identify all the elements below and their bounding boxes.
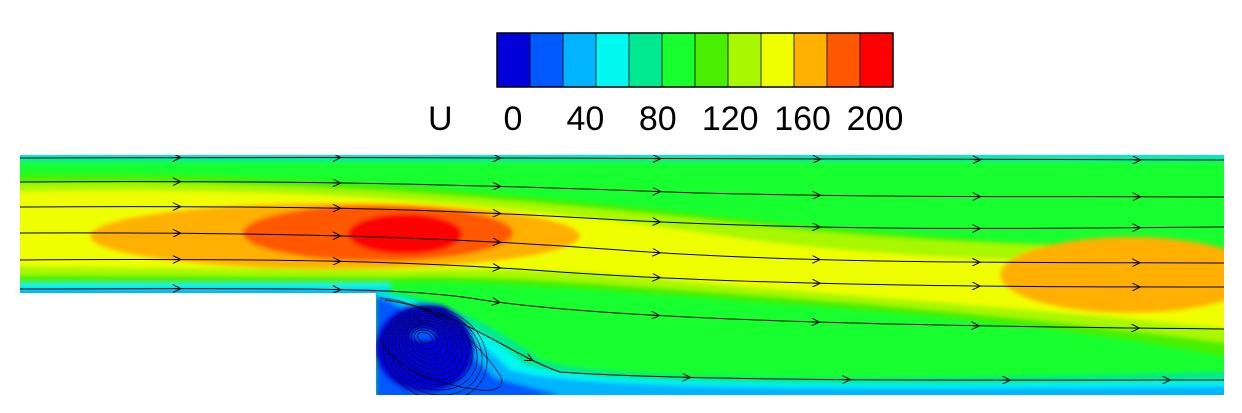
colorbar-cell bbox=[629, 33, 663, 87]
vortex-streamline bbox=[379, 297, 503, 391]
streamline bbox=[20, 259, 1224, 288]
vortex-streamline bbox=[398, 317, 463, 375]
colorbar-cell bbox=[596, 33, 630, 87]
contour-band bbox=[348, 214, 462, 254]
streamline bbox=[20, 232, 1224, 264]
colorbar-cell bbox=[530, 33, 564, 87]
legend-tick-label: 200 bbox=[847, 100, 904, 138]
streamline-arrow bbox=[493, 302, 499, 303]
streamline bbox=[20, 181, 1224, 198]
contour-band bbox=[20, 155, 1224, 157]
colorbar-cell bbox=[761, 33, 795, 87]
vortex-streamline bbox=[385, 308, 483, 395]
vortex-streamline bbox=[417, 331, 433, 345]
legend-tick-label: 0 bbox=[504, 100, 523, 138]
colorbar-cell bbox=[662, 33, 696, 87]
contour-band bbox=[20, 155, 1224, 168]
contour-band bbox=[1000, 237, 1224, 313]
vortex-streamline bbox=[401, 320, 458, 370]
streamline-arrow bbox=[527, 357, 532, 360]
colorbar-cell bbox=[695, 33, 729, 87]
colorbar-cell bbox=[794, 33, 828, 87]
legend-tick-label: 40 bbox=[566, 100, 604, 138]
legend-tick-label: 80 bbox=[639, 100, 677, 138]
colorbar-cell bbox=[827, 33, 861, 87]
contour-band bbox=[411, 330, 435, 340]
legend-tick-label: 160 bbox=[774, 100, 831, 138]
velocity-field bbox=[0, 140, 1242, 395]
contour-band bbox=[0, 140, 1242, 154]
vortex-streamline bbox=[407, 324, 448, 360]
streamline bbox=[20, 206, 1224, 229]
contour-band bbox=[20, 289, 390, 297]
contour-band bbox=[376, 294, 1224, 395]
legend-title: U bbox=[428, 100, 453, 138]
vortex-streamline bbox=[410, 327, 443, 355]
vortex-streamline bbox=[388, 310, 478, 391]
colorbar-cell bbox=[497, 33, 531, 87]
colorbar-cell bbox=[728, 33, 762, 87]
streamline bbox=[384, 299, 1224, 381]
vortex-streamline bbox=[404, 322, 453, 365]
colorbar: U 0 40 80 120 160 200 bbox=[428, 32, 904, 138]
colorbar-cell bbox=[563, 33, 597, 87]
streamline bbox=[20, 156, 1224, 161]
legend-tick-label: 120 bbox=[702, 100, 759, 138]
vortex-streamline bbox=[391, 313, 473, 386]
vortex-streamline bbox=[382, 306, 488, 395]
vortex-streamline bbox=[414, 329, 438, 350]
colorbar-cell bbox=[860, 33, 894, 87]
